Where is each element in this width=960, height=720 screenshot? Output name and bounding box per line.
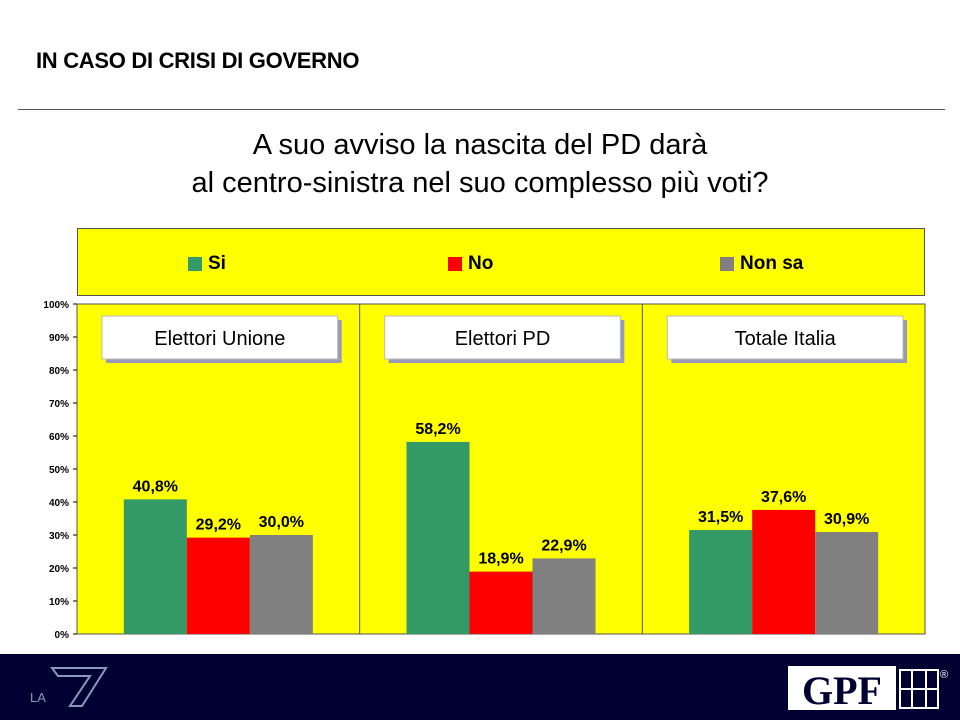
bar-value-label: 30,9% [824, 511, 869, 528]
group-label-box [384, 315, 621, 360]
legend-swatch-non-sa [720, 257, 734, 271]
question-line-2: al centro-sinistra nel suo complesso più… [191, 167, 769, 199]
y-tick-label: 90% [49, 333, 69, 344]
group-label: Elettori Unione [154, 328, 285, 350]
legend-label-non-sa: Non sa [740, 253, 804, 274]
y-tick-label: 10% [49, 597, 69, 608]
bar [689, 530, 753, 634]
bar [469, 571, 533, 634]
legend-label-si: Si [208, 253, 226, 274]
y-tick-label: 50% [49, 465, 69, 476]
bar-value-label: 29,2% [196, 517, 241, 534]
header-divider [18, 109, 945, 110]
la7-logo: LA [30, 667, 108, 707]
bar-value-label: 18,9% [478, 551, 523, 568]
bar [186, 537, 250, 634]
legend-item-si: Si [188, 253, 226, 275]
bar [123, 499, 187, 634]
la7-seven-shape [50, 667, 108, 707]
bar [752, 509, 816, 634]
bar-value-label: 22,9% [541, 537, 586, 554]
legend-item-non-sa: Non sa [720, 253, 803, 275]
bar [532, 558, 596, 634]
y-tick-label: 80% [49, 366, 69, 377]
registered-mark: ® [940, 669, 948, 681]
y-tick-label: 30% [49, 531, 69, 542]
bar [815, 532, 879, 634]
bar-chart: 0% 10% 20% 30% 40% 50% 60% 70% 80% 90% 100% Elettor… [43, 300, 926, 641]
y-tick-label: 70% [49, 399, 69, 410]
group-label: Elettori PD [455, 328, 551, 350]
question-line-1: A suo avviso la nascita del PD darà [252, 129, 708, 161]
group-label-box [666, 315, 904, 360]
bar-value-label: 40,8% [133, 478, 178, 495]
y-tick-label: 40% [49, 498, 69, 509]
group-label: Totale Italia [735, 328, 837, 350]
gpf-logo-bg [788, 666, 896, 710]
chart-legend: Si No Non sa [77, 228, 925, 296]
y-tick-label: 0% [55, 630, 70, 641]
legend-item-no: No [448, 253, 493, 275]
gpf-logo-text: GPF [802, 668, 882, 713]
legend-swatch-si [188, 257, 202, 271]
legend-label-no: No [468, 253, 494, 274]
y-tick-label: 100% [43, 300, 69, 311]
la7-logo-text: LA [30, 690, 46, 705]
legend-swatch-no [448, 257, 462, 271]
y-tick-label: 20% [49, 564, 69, 575]
bar-value-label: 37,6% [761, 489, 806, 506]
bar-value-label: 58,2% [415, 421, 460, 438]
group-label-box [101, 315, 339, 360]
y-tick-label: 60% [49, 432, 69, 443]
chart-question: A suo avviso la nascita del PD darà al c… [0, 126, 960, 202]
bar [249, 535, 313, 634]
gpf-logo: GPF ® [788, 666, 948, 713]
bar-value-label: 31,5% [698, 509, 743, 526]
bar [406, 441, 470, 634]
page-title: IN CASO DI CRISI DI GOVERNO [36, 48, 360, 73]
gpf-grid-mark [899, 669, 939, 709]
bar-value-label: 30,0% [259, 514, 304, 531]
